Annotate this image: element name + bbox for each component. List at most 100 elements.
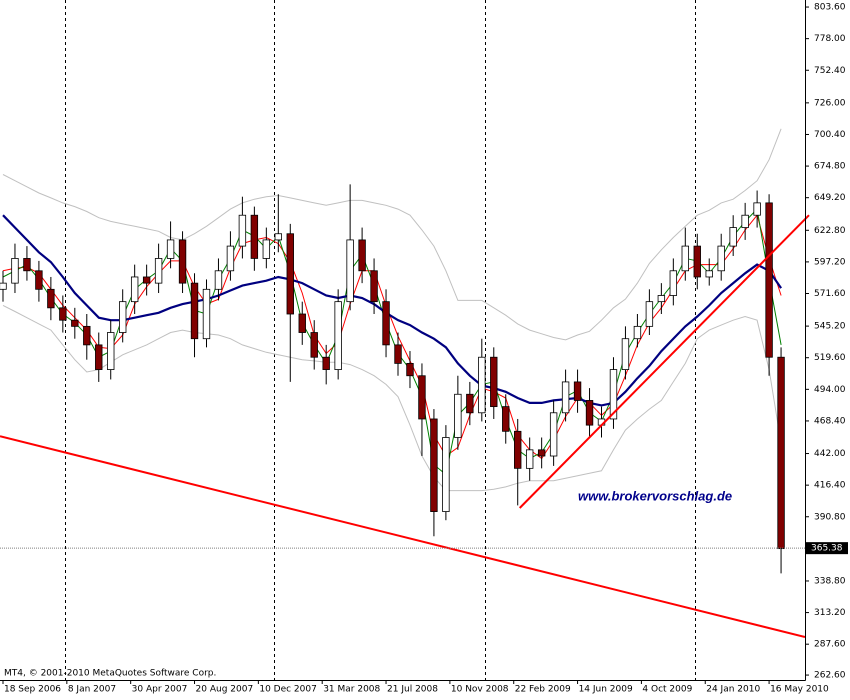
candle-body bbox=[154, 258, 163, 284]
candle-body bbox=[95, 344, 103, 370]
y-tick-label: 622.80 bbox=[814, 226, 846, 236]
candle-body bbox=[322, 356, 330, 370]
candle-body bbox=[382, 301, 390, 346]
indicator-line bbox=[2, 214, 783, 407]
copyright: MT4, © 2001-2010 MetaQuotes Software Cor… bbox=[4, 669, 216, 679]
candle-body bbox=[370, 270, 378, 303]
candle-body bbox=[609, 369, 618, 420]
y-tick-label: 752.40 bbox=[814, 66, 846, 76]
candle-body bbox=[741, 214, 749, 228]
candle-body bbox=[585, 400, 594, 426]
indicator-line bbox=[2, 304, 782, 492]
candle-body bbox=[71, 319, 79, 327]
candle-body bbox=[0, 282, 7, 290]
candle-body bbox=[478, 356, 486, 414]
y-tick-label: 597.20 bbox=[814, 257, 846, 267]
y-tick-label: 519.60 bbox=[814, 353, 846, 363]
candle-body bbox=[238, 214, 247, 247]
candle-body bbox=[466, 393, 474, 414]
candle-body bbox=[454, 393, 462, 438]
y-tick-label: 571.60 bbox=[814, 289, 846, 299]
candle-body bbox=[35, 270, 43, 290]
y-tick-label: 803.60 bbox=[814, 3, 846, 13]
candle-body bbox=[525, 449, 534, 469]
candle-body bbox=[514, 430, 522, 469]
candle-body bbox=[502, 406, 510, 432]
last-price-box bbox=[806, 542, 848, 555]
candle-body bbox=[130, 276, 139, 303]
trendline bbox=[0, 435, 806, 638]
candle-body bbox=[573, 381, 582, 401]
x-tick-label: 10 Dec 2007 bbox=[259, 685, 317, 695]
candle-body bbox=[621, 338, 630, 370]
x-tick-label: 16 May 2010 bbox=[770, 685, 829, 695]
candle-body bbox=[226, 245, 235, 272]
candle-body bbox=[178, 239, 187, 284]
x-tick-label: 18 Sep 2006 bbox=[4, 685, 61, 695]
candle-body bbox=[657, 295, 666, 303]
x-tick-label: 31 Mar 2008 bbox=[323, 685, 380, 695]
candle-body bbox=[765, 202, 773, 358]
candle-body bbox=[442, 437, 450, 512]
y-tick-label: 313.20 bbox=[814, 608, 846, 618]
trendline bbox=[518, 214, 810, 509]
indicator-line bbox=[2, 128, 782, 341]
candle-body bbox=[753, 202, 761, 216]
plot-area bbox=[0, 0, 810, 680]
candle-body bbox=[286, 233, 294, 315]
candle-body bbox=[717, 245, 725, 272]
candle-body bbox=[729, 227, 737, 247]
candle-body bbox=[669, 270, 678, 296]
y-tick-label: 262.60 bbox=[814, 671, 846, 681]
candle-body bbox=[298, 313, 306, 333]
y-tick-label: 390.80 bbox=[814, 512, 846, 522]
candle-body bbox=[202, 288, 211, 340]
candle-body bbox=[83, 325, 91, 346]
y-tick-label: 287.60 bbox=[814, 640, 846, 650]
y-tick-label: 649.20 bbox=[814, 193, 846, 203]
candle-body bbox=[358, 239, 366, 272]
candle-body bbox=[262, 239, 271, 259]
candle-body bbox=[346, 239, 354, 303]
x-tick-label: 30 Apr 2007 bbox=[132, 685, 188, 695]
x-tick-label: 8 Jan 2007 bbox=[68, 685, 116, 695]
y-tick-label: 700.40 bbox=[814, 130, 846, 140]
candle-body bbox=[119, 301, 127, 333]
candle-body bbox=[250, 214, 259, 259]
candle-body bbox=[633, 325, 642, 340]
candle-body bbox=[430, 418, 438, 512]
candle-body bbox=[490, 356, 498, 408]
candle-body bbox=[645, 301, 654, 327]
candle-body bbox=[693, 245, 701, 278]
candle-body bbox=[549, 412, 558, 457]
candle-body bbox=[23, 258, 31, 272]
candle-body bbox=[334, 301, 342, 370]
candle-body bbox=[47, 288, 55, 309]
candle-body bbox=[777, 356, 785, 550]
candle-body bbox=[561, 381, 570, 414]
candle-body bbox=[705, 270, 713, 278]
y-tick-label: 674.80 bbox=[814, 162, 846, 172]
candle-body bbox=[274, 233, 283, 241]
candle-body bbox=[107, 332, 115, 370]
candle-body bbox=[190, 282, 199, 340]
candle-body bbox=[418, 375, 426, 420]
y-tick-label: 442.00 bbox=[814, 449, 846, 459]
candle-body bbox=[394, 344, 402, 364]
y-tick-label: 338.80 bbox=[814, 576, 846, 586]
x-tick-label: 4 Oct 2009 bbox=[642, 685, 692, 695]
candle-body bbox=[166, 239, 175, 259]
candle-body bbox=[681, 245, 689, 272]
y-tick-label: 778.00 bbox=[814, 34, 846, 44]
y-tick-label: 468.40 bbox=[814, 416, 846, 426]
y-tick-label: 416.40 bbox=[814, 481, 846, 491]
y-tick-label: 494.00 bbox=[814, 385, 846, 395]
candle-body bbox=[142, 276, 151, 284]
x-tick-label: 14 Jun 2009 bbox=[579, 685, 633, 695]
last-price-label: 365.38 bbox=[811, 544, 843, 554]
candle-body bbox=[537, 449, 546, 457]
watermark: www.brokervorschlag.de bbox=[578, 488, 732, 503]
candle-body bbox=[11, 258, 19, 284]
